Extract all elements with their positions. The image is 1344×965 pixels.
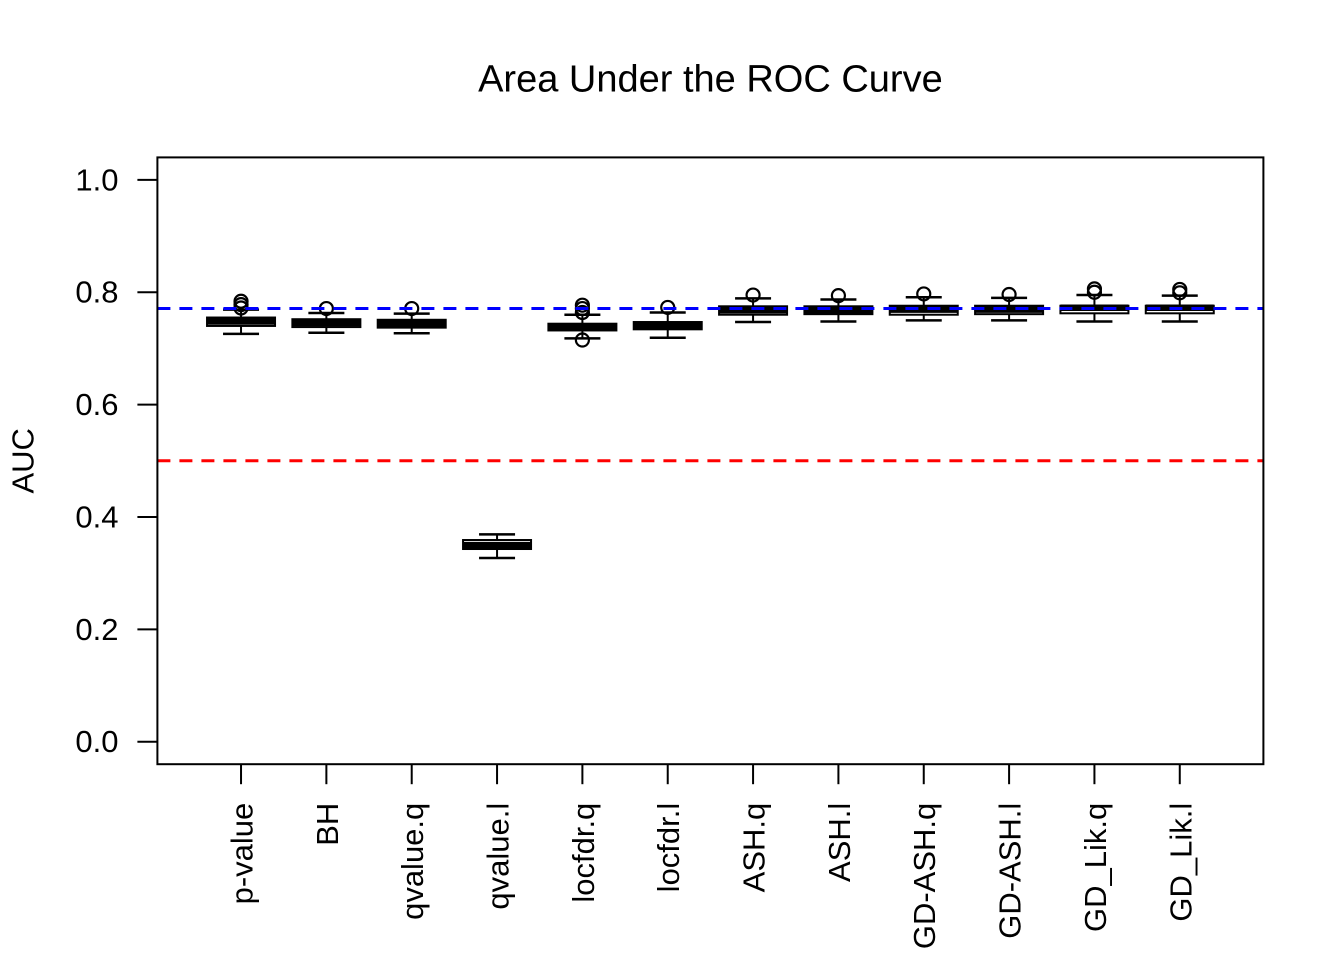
boxplot-ASH.q (718, 287, 789, 324)
x-tick-label: locfdr.l (651, 803, 686, 893)
x-tick-label: BH (310, 803, 345, 846)
y-tick-label: 0.4 (75, 499, 118, 534)
boxplot-ASH.l (803, 288, 874, 323)
boxplot-BH (291, 300, 362, 334)
boxplot-p-value (206, 293, 277, 336)
x-tick-label: ASH.q (737, 803, 772, 893)
y-tick-label: 0.8 (75, 275, 118, 310)
outlier-point (574, 304, 590, 321)
boxplot-locfdr.q (547, 297, 618, 348)
y-tick-label: 0.0 (75, 724, 118, 759)
y-tick-label: 0.2 (75, 612, 118, 647)
outlier-point (916, 286, 932, 302)
y-tick-label: 0.6 (75, 387, 118, 422)
plot-area: 0.0 0.2 0.4 0.6 0.8 1.0 p-value BH qvalue.q qvalu… (75, 156, 1265, 949)
boxplot-qvalue.l (462, 533, 533, 560)
outlier-point (830, 288, 847, 304)
outlier-point (1001, 286, 1017, 303)
x-tick-label: GD_Lik.q (1078, 803, 1113, 932)
x-tick-label: qvalue.q (395, 803, 430, 920)
outlier-point (574, 332, 590, 348)
outlier-point (745, 287, 761, 303)
x-tick-label: GD_Lik.l (1163, 803, 1198, 922)
y-axis-title: AUC (6, 428, 41, 493)
x-tick-label: GD-ASH.l (993, 803, 1028, 939)
outlier-point (1086, 284, 1103, 300)
y-tick-label: 1.0 (75, 162, 118, 197)
boxplot-GD_Lik.q (1059, 281, 1130, 323)
chart-title: Area Under the ROC Curve (478, 59, 943, 101)
boxplot-qvalue.q (376, 300, 447, 335)
x-tick-label: p-value (225, 803, 260, 905)
boxplot-locfdr.l (632, 299, 703, 340)
boxplot-GD_Lik.l (1144, 281, 1215, 323)
boxplot-GD-ASH.q (888, 286, 959, 322)
x-tick-label: qvalue.l (481, 803, 516, 910)
x-tick-label: ASH.l (822, 803, 857, 882)
x-tick-label: GD-ASH.q (907, 803, 942, 949)
boxplot-GD-ASH.l (974, 286, 1045, 322)
outlier-point (1172, 285, 1188, 301)
plot-frame (156, 156, 1265, 766)
x-tick-label: locfdr.q (566, 803, 601, 903)
